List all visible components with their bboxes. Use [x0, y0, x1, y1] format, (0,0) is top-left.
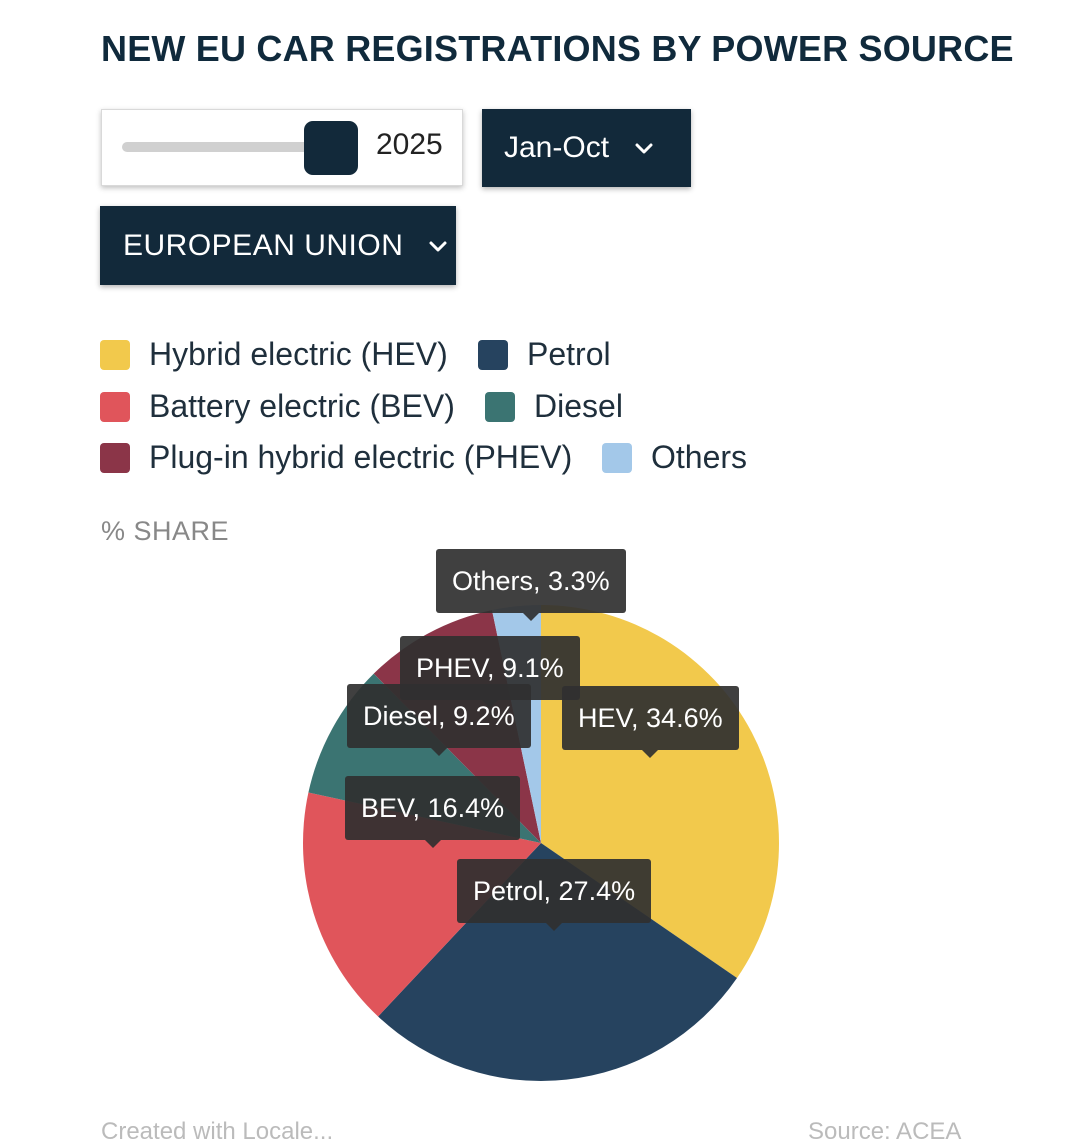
legend-label: Petrol [527, 336, 611, 372]
legend-item-others[interactable]: Others [602, 439, 747, 476]
chart-title: NEW EU CAR REGISTRATIONS BY POWER SOURCE [101, 28, 1014, 69]
year-slider-thumb[interactable] [304, 121, 358, 175]
footer-source: Source: ACEA [808, 1118, 962, 1145]
legend-item-petrol[interactable]: Petrol [478, 336, 611, 373]
data-label-diesel: Diesel, 9.2% [347, 684, 531, 756]
legend-swatch [100, 391, 130, 422]
legend-swatch [485, 391, 515, 422]
year-slider[interactable]: 2025 [101, 109, 463, 186]
footer-credit: Created with Locale... [101, 1118, 334, 1145]
legend-label: Hybrid electric (HEV) [149, 336, 448, 372]
period-dropdown-label: Jan-Oct [504, 131, 610, 164]
period-dropdown[interactable]: Jan-Oct [482, 109, 691, 187]
legend-label: Others [651, 439, 748, 475]
pie-slice-petrol[interactable] [378, 843, 737, 1081]
region-dropdown[interactable]: EUROPEAN UNION [100, 206, 456, 285]
data-label-hev: HEV, 34.6% [562, 686, 739, 758]
region-dropdown-label: EUROPEAN UNION [123, 228, 404, 262]
chevron-down-icon [635, 143, 653, 154]
pie-slice-bev[interactable] [303, 792, 541, 1017]
legend-item-bev[interactable]: Battery electric (BEV) [100, 388, 455, 425]
share-axis-label: % SHARE [101, 516, 230, 546]
chevron-down-icon [429, 241, 447, 251]
legend-item-diesel[interactable]: Diesel [485, 388, 623, 425]
legend-swatch [100, 442, 130, 473]
data-label-others: Others, 3.3% [436, 549, 626, 621]
data-label-petrol: Petrol, 27.4% [457, 859, 652, 931]
legend-item-hev[interactable]: Hybrid electric (HEV) [100, 336, 448, 373]
legend-label: Battery electric (BEV) [149, 388, 455, 424]
legend-label: Plug-in hybrid electric (PHEV) [149, 439, 573, 475]
data-label-bev: BEV, 16.4% [345, 776, 521, 848]
legend-swatch [478, 339, 508, 370]
legend-swatch [100, 339, 130, 370]
year-value: 2025 [376, 128, 443, 161]
year-slider-track[interactable] [122, 142, 342, 152]
legend-swatch [602, 442, 632, 473]
legend-label: Diesel [534, 388, 623, 424]
legend-item-phev[interactable]: Plug-in hybrid electric (PHEV) [100, 439, 572, 476]
